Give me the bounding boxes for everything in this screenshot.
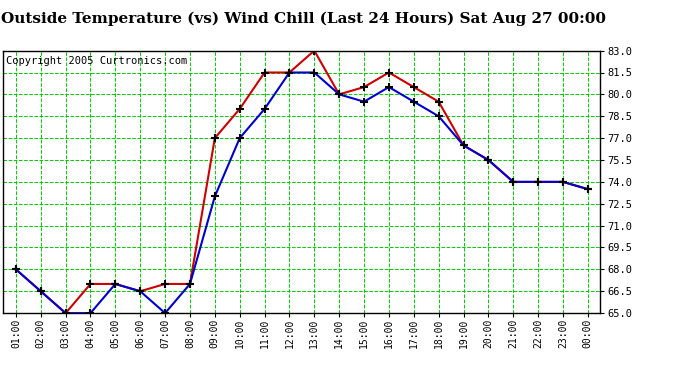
- Text: Copyright 2005 Curtronics.com: Copyright 2005 Curtronics.com: [6, 56, 188, 66]
- Text: Outside Temperature (vs) Wind Chill (Last 24 Hours) Sat Aug 27 00:00: Outside Temperature (vs) Wind Chill (Las…: [1, 11, 606, 26]
